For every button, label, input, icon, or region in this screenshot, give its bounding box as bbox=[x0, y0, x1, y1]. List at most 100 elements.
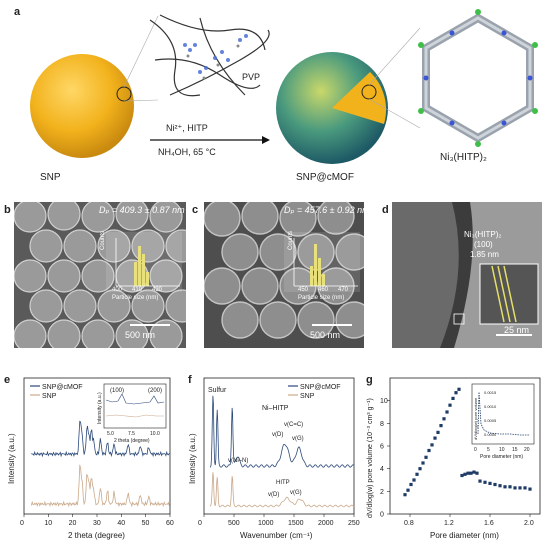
xtick-label: 60 bbox=[166, 520, 174, 527]
data-point bbox=[457, 387, 461, 391]
panel-e-ylabel: Intensity (a.u.) bbox=[7, 433, 16, 484]
data-point bbox=[466, 471, 470, 475]
inset-g-xtick-1: 0 bbox=[474, 447, 477, 453]
panel-e-xrd-chart: 0 10 20 30 40 50 60 SNP@cMOF SNP (100) (200) 5… bbox=[7, 377, 174, 540]
annot-hitp: HITP bbox=[276, 480, 290, 486]
ytick-label: 0 bbox=[380, 512, 384, 519]
panel-b-sem-image bbox=[14, 202, 186, 348]
panel-d-label-2: (100) bbox=[474, 240, 493, 249]
data-point bbox=[493, 482, 497, 487]
inset-xtick-1: 5.0 bbox=[107, 431, 114, 437]
inset-peak-100: (100) bbox=[110, 388, 124, 394]
data-point bbox=[475, 471, 479, 475]
annot-sulfur: Sulfur bbox=[208, 387, 227, 394]
data-point bbox=[412, 478, 416, 482]
panel-f-frame bbox=[203, 377, 355, 515]
xtick-label: 1500 bbox=[288, 520, 304, 527]
data-point bbox=[528, 487, 532, 491]
ytick-label: 10 bbox=[380, 398, 388, 405]
panel-g-pore-chart: 0.8 1.2 1.6 2.0 0 2 4 6 8 10 0 5 10 15 20 Pore d… bbox=[367, 377, 541, 540]
inset-peak-200: (200) bbox=[148, 388, 162, 394]
xtick-label: 1.2 bbox=[444, 520, 454, 527]
inset-g-xtick-4: 15 bbox=[512, 447, 518, 453]
inset-g-xtick-2: 5 bbox=[487, 447, 490, 453]
ytick-label: 4 bbox=[380, 466, 384, 473]
legend-snp-cmof: SNP@cMOF bbox=[42, 384, 83, 391]
panel-f-letter: f bbox=[188, 374, 192, 386]
panel-g-xticks: 0.8 1.2 1.6 2.0 bbox=[404, 514, 534, 527]
inset-g-ylabel: dV/dlog(w) pore volume bbox=[473, 397, 478, 440]
xtick-label: 30 bbox=[93, 520, 101, 527]
panel-g-points bbox=[403, 387, 532, 497]
panel-d-tem-image bbox=[392, 202, 542, 348]
panel-e-letter: e bbox=[4, 374, 11, 386]
xtick-label: 2.0 bbox=[524, 520, 534, 527]
data-point bbox=[472, 470, 476, 474]
data-point bbox=[488, 481, 492, 485]
panel-b-tick-2: 410 bbox=[132, 287, 143, 293]
panel-g-inset bbox=[471, 383, 535, 445]
panel-b-inset-ylabel: Counts bbox=[100, 230, 106, 250]
data-point bbox=[427, 448, 431, 453]
panel-c-inset-ylabel: Counts bbox=[288, 230, 294, 250]
data-point bbox=[503, 485, 507, 489]
panel-e-xlabel: 2 theta (degree) bbox=[68, 531, 125, 540]
panel-c-tick-1: 450 bbox=[298, 287, 309, 293]
snp-label: SNP bbox=[40, 172, 61, 183]
panel-c-letter: c bbox=[192, 204, 199, 216]
ytick-label: 2 bbox=[380, 489, 384, 496]
panel-d-tem-graphic bbox=[392, 202, 542, 348]
xtick-label: 500 bbox=[228, 520, 240, 527]
reagents-line1: Ni²⁺, HITP bbox=[166, 123, 208, 133]
inset-g-ytick-3: 0.0010 bbox=[484, 404, 497, 409]
mof-framework bbox=[418, 9, 538, 147]
xtick-label: 1000 bbox=[258, 520, 274, 527]
data-point bbox=[478, 479, 482, 483]
inset-ylabel: Intensity (a.u.) bbox=[97, 392, 103, 424]
annot-vnin: v(Ni–N) bbox=[228, 458, 248, 464]
data-point bbox=[430, 443, 434, 447]
panel-b-inset-xlabel: Particle size (nm) bbox=[112, 295, 159, 301]
panel-b-tick-3: 420 bbox=[152, 287, 163, 293]
snp-cmof-label: SNP@cMOF bbox=[296, 172, 354, 183]
panel-e-xticks: 0 10 20 30 40 50 60 bbox=[20, 514, 174, 527]
ytick-label: 6 bbox=[380, 444, 384, 451]
data-point bbox=[415, 472, 419, 476]
xtick-label: 50 bbox=[142, 520, 150, 527]
data-point bbox=[483, 480, 487, 484]
xtick-label: 0 bbox=[20, 520, 24, 527]
snp-sphere bbox=[30, 54, 134, 158]
xtick-label: 2000 bbox=[318, 520, 334, 527]
xtick-label: 0.8 bbox=[404, 520, 414, 527]
mof-label: Ni₃(HITP)₂ bbox=[440, 152, 487, 163]
series-snp-raman bbox=[209, 472, 355, 508]
panel-e-inset bbox=[103, 383, 167, 429]
panel-c-inset-xlabel: Particle size (nm) bbox=[298, 295, 345, 301]
panel-c-tick-3: 470 bbox=[338, 287, 349, 293]
data-point bbox=[513, 486, 517, 490]
panel-c-particles bbox=[204, 202, 364, 339]
pvp-label: PVP bbox=[242, 72, 260, 82]
annot-vd: v(D) bbox=[272, 432, 283, 438]
panel-f-raman-chart: 0 500 1000 1500 2000 2500 SNP@cMOF SNP Sulfur… bbox=[188, 377, 360, 540]
inset-xtick-2: 7.5 bbox=[128, 431, 135, 437]
xtick-label: 40 bbox=[117, 520, 125, 527]
panel-c-scalebar: 500 nm bbox=[310, 330, 341, 340]
data-point bbox=[442, 417, 446, 421]
xtick-label: 1.6 bbox=[484, 520, 494, 527]
panel-c-diameter: Dₚ = 457.6 ± 0.92 nm bbox=[284, 205, 370, 215]
data-point bbox=[439, 424, 443, 428]
data-point bbox=[445, 410, 449, 414]
inset-g-xlabel: Pore diameter (nm) bbox=[480, 454, 523, 460]
panel-a-letter: a bbox=[14, 6, 21, 18]
xtick-label: 20 bbox=[69, 520, 77, 527]
panel-c-tick-2: 460 bbox=[318, 287, 329, 293]
reagents-line2: NH₄OH, 65 °C bbox=[158, 147, 216, 157]
panel-f-ylabel: Intensity (a.u.) bbox=[188, 433, 197, 484]
legend-snp-cmof: SNP@cMOF bbox=[300, 384, 341, 391]
annot-vg-2: v(G) bbox=[290, 490, 302, 496]
ytick-label: 8 bbox=[380, 421, 384, 428]
legend-snp: SNP bbox=[42, 393, 57, 400]
inset-pore-series bbox=[477, 391, 530, 436]
panel-d-scalebar: 25 nm bbox=[504, 325, 530, 335]
